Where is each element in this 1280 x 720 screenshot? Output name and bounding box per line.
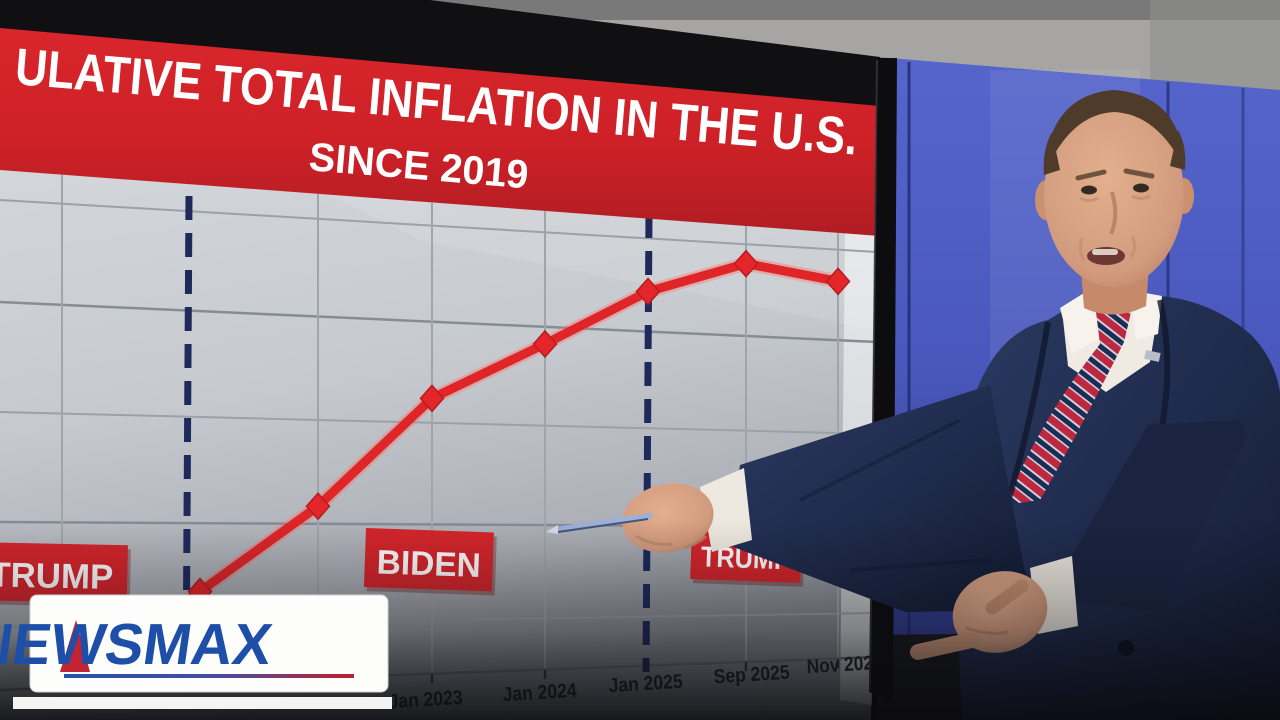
title-banner	[0, 26, 880, 236]
eyebrow-left	[1075, 169, 1107, 181]
eye-left	[1081, 185, 1097, 195]
studio-ceiling-band	[380, 0, 1280, 20]
face	[1075, 168, 1155, 265]
under-eye-right	[1131, 194, 1151, 200]
lapel-pin	[1144, 349, 1161, 362]
lower-bar	[13, 697, 392, 709]
data-point-jan-2022	[305, 492, 331, 521]
hair-side-right	[1170, 130, 1186, 170]
smile-line-left	[1078, 237, 1086, 261]
hair	[1044, 90, 1185, 175]
eye-right	[1133, 183, 1149, 193]
newsmax-bug: NEWSMAX	[0, 594, 392, 709]
logo-underline	[64, 674, 354, 678]
eyebrow-right	[1123, 168, 1155, 179]
dashed-line-jan-2021	[182, 195, 193, 685]
logo-text: NEWSMAX	[0, 612, 276, 677]
tie	[1005, 342, 1124, 505]
nose	[1109, 191, 1118, 235]
data-point-jan-2023	[419, 384, 445, 413]
data-point-jan-2025	[635, 277, 661, 306]
data-point-jan-2024	[532, 329, 558, 359]
tie-knot	[1096, 308, 1132, 344]
hair-side-left	[1043, 132, 1060, 175]
data-point-sep-2025	[733, 249, 759, 278]
screen-sheen	[300, 180, 877, 330]
teeth	[1092, 249, 1118, 255]
smile-line-right	[1128, 235, 1137, 259]
under-eye-left	[1079, 196, 1099, 202]
screen-bezel-top	[0, 0, 880, 106]
logo-box	[29, 594, 389, 693]
data-point-nov-2025	[825, 267, 851, 296]
lapel-left	[1005, 321, 1051, 503]
logo-red-flag	[60, 620, 90, 672]
